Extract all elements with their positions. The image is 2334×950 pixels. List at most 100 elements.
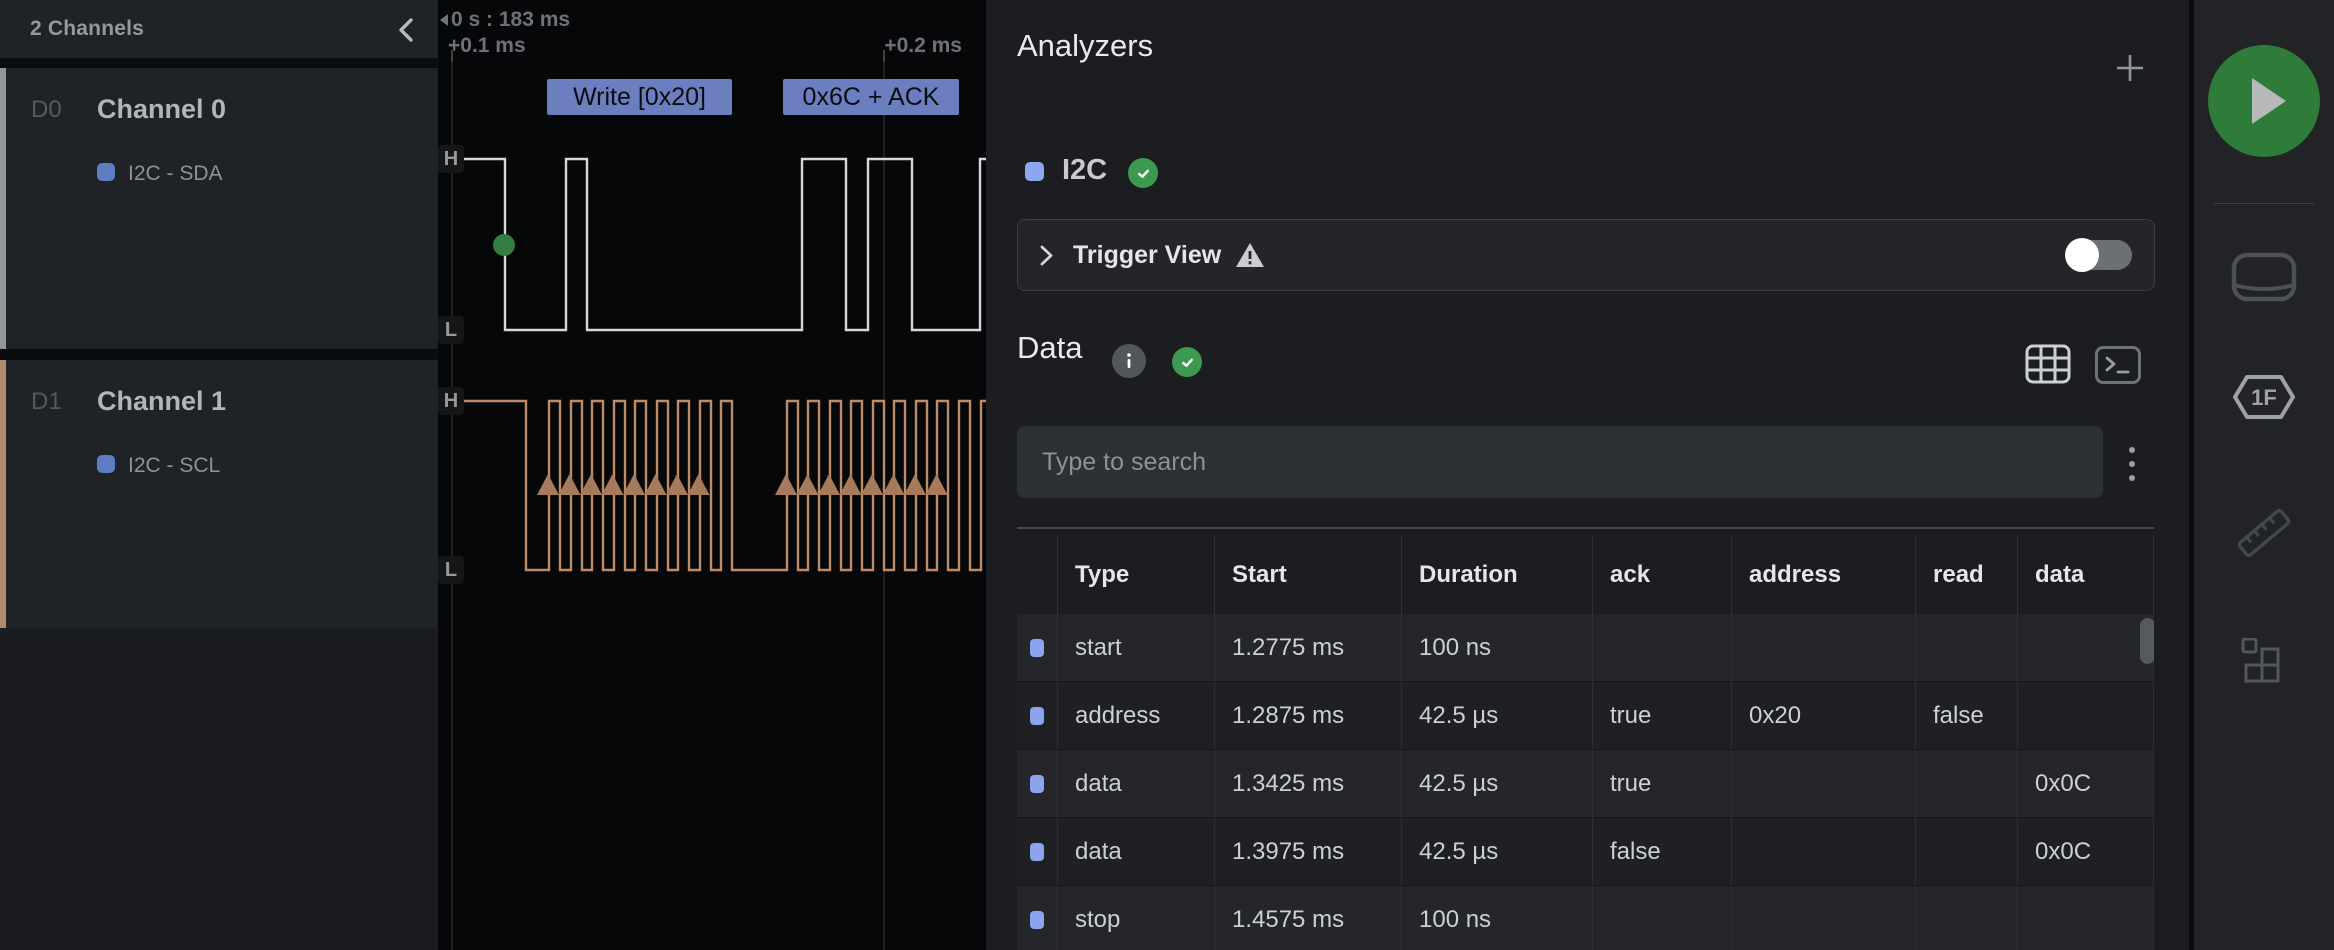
ch0-high-label: H: [438, 145, 464, 173]
timeline-left-arrow-icon: [440, 14, 448, 26]
channel-1-color-bar: [0, 360, 6, 628]
header-cell[interactable]: ack: [1593, 536, 1732, 614]
table-cell: 42.5 µs: [1402, 682, 1593, 749]
info-icon[interactable]: [1112, 344, 1146, 378]
table-row[interactable]: data 1.3425 ms 42.5 µs true 0x0C: [1017, 750, 2154, 818]
header-cell-chip: [1017, 536, 1058, 614]
play-button[interactable]: [2208, 45, 2320, 157]
table-row[interactable]: data 1.3975 ms 42.5 µs false 0x0C: [1017, 818, 2154, 886]
table-top-border: [1017, 527, 2154, 529]
table-cell: true: [1593, 750, 1732, 817]
table-cell: false: [1916, 682, 2018, 749]
analyzers-panel: Analyzers I2C Trigger View Data: [986, 0, 2189, 950]
header-cell[interactable]: Start: [1215, 536, 1402, 614]
right-toolbar: 1F: [2194, 0, 2334, 950]
analyzers-title: Analyzers: [1017, 28, 1154, 63]
header-cell[interactable]: Duration: [1402, 536, 1593, 614]
data-table-body: start 1.2775 ms 100 ns address 1.2875 ms 42.5…: [1017, 614, 2154, 950]
table-scrollbar-thumb[interactable]: [2140, 618, 2154, 664]
channel-1-name: Channel 1: [97, 386, 227, 416]
table-cell: start: [1058, 614, 1215, 681]
chevron-right-icon[interactable]: [1040, 245, 1053, 266]
add-analyzer-icon[interactable]: [2114, 52, 2146, 84]
table-cell: [1732, 886, 1916, 950]
toggle-knob: [2065, 238, 2099, 272]
table-cell: 42.5 µs: [1402, 818, 1593, 885]
trigger-view-label: Trigger View: [1073, 240, 1222, 269]
table-cell: 1.3425 ms: [1215, 750, 1402, 817]
warning-icon: [1235, 242, 1265, 268]
table-cell: [1593, 614, 1732, 681]
timeline-origin: 0 s : 183 ms: [440, 8, 570, 32]
measure-ruler-icon[interactable]: [2237, 506, 2291, 565]
trigger-view-toggle[interactable]: [2065, 238, 2132, 272]
more-options-icon[interactable]: [2122, 442, 2142, 486]
channel-sidebar-header: 2 Channels: [0, 0, 438, 58]
search-input[interactable]: [1017, 426, 2103, 498]
channel-0-color-bar: [0, 68, 6, 349]
table-cell: 0x0C: [2018, 818, 2154, 885]
table-cell: [1593, 886, 1732, 950]
table-cell: 42.5 µs: [1402, 750, 1593, 817]
table-cell: data: [1058, 750, 1215, 817]
table-cell: data: [1058, 818, 1215, 885]
channel-row-0[interactable]: D0 Channel 0 I2C - SDA: [0, 68, 438, 349]
table-cell: 1.4575 ms: [1215, 886, 1402, 950]
table-header-row: Type Start Duration ack address read dat…: [1017, 536, 2154, 614]
channel-row-1[interactable]: D1 Channel 1 I2C - SCL: [0, 360, 438, 628]
header-cell[interactable]: Type: [1058, 536, 1215, 614]
terminal-view-icon[interactable]: [2095, 346, 2141, 384]
data-table: Type Start Duration ack address read dat…: [1017, 536, 2154, 950]
header-cell[interactable]: data: [2018, 536, 2154, 614]
channel-count-label: 2 Channels: [30, 17, 145, 40]
table-cell: 1.2875 ms: [1215, 682, 1402, 749]
table-cell: 1.2775 ms: [1215, 614, 1402, 681]
header-cell[interactable]: read: [1916, 536, 2018, 614]
i2c-annotation-write: Write [0x20]: [547, 79, 732, 115]
table-cell: false: [1593, 818, 1732, 885]
ch0-low-label: L: [438, 316, 464, 344]
i2c-analyzer-chip: [1025, 162, 1044, 181]
capture-memory-icon[interactable]: 1F: [2233, 374, 2295, 425]
row-color-chip: [1017, 750, 1058, 817]
row-color-chip: [1017, 818, 1058, 885]
play-icon: [2252, 78, 2286, 124]
capture-badge-text: 1F: [2251, 385, 2277, 410]
channel-0-analyzer-chip: [97, 163, 115, 181]
timeline-tick-label-1: +0.1 ms: [448, 34, 526, 57]
i2c-analyzer-name[interactable]: I2C: [1062, 154, 1108, 186]
table-cell: [1916, 818, 2018, 885]
table-cell: 1.3975 ms: [1215, 818, 1402, 885]
table-cell: [2018, 682, 2154, 749]
table-row[interactable]: address 1.2875 ms 42.5 µs true 0x20 false: [1017, 682, 2154, 750]
row-color-chip: [1017, 614, 1058, 681]
collapse-sidebar-icon[interactable]: [396, 16, 416, 44]
table-row[interactable]: stop 1.4575 ms 100 ns: [1017, 886, 2154, 950]
table-cell: [1732, 614, 1916, 681]
device-icon[interactable]: [2231, 252, 2297, 307]
row-color-chip: [1017, 682, 1058, 749]
toolbar-divider: [2214, 203, 2314, 204]
channel-0-analyzer-label: I2C - SDA: [128, 162, 223, 185]
waveform-canvas[interactable]: 0 s : 183 ms +0.1 ms +0.2 ms Write [0x20…: [438, 0, 986, 950]
i2c-analyzer-status-icon: [1128, 158, 1158, 188]
i2c-annotation-data: 0x6C + ACK: [783, 79, 959, 115]
header-cell[interactable]: address: [1732, 536, 1916, 614]
extensions-icon[interactable]: [2240, 637, 2288, 691]
channel-1-analyzer-chip: [97, 455, 115, 473]
row-color-chip: [1017, 886, 1058, 950]
trigger-view-row[interactable]: Trigger View: [1017, 219, 2155, 291]
table-cell: [1916, 750, 2018, 817]
channel-0-name: Channel 0: [97, 94, 227, 124]
table-cell: 100 ns: [1402, 614, 1593, 681]
channel-1-analyzer-label: I2C - SCL: [128, 454, 221, 477]
table-view-icon[interactable]: [2025, 344, 2071, 384]
table-cell: 0x20: [1732, 682, 1916, 749]
table-cell: address: [1058, 682, 1215, 749]
table-cell: 0x0C: [2018, 750, 2154, 817]
channel-1-pin-label: D1: [31, 388, 62, 415]
data-section-title: Data: [1017, 330, 1083, 365]
table-row[interactable]: start 1.2775 ms 100 ns: [1017, 614, 2154, 682]
channel-sidebar-empty: [0, 628, 438, 950]
table-cell: true: [1593, 682, 1732, 749]
